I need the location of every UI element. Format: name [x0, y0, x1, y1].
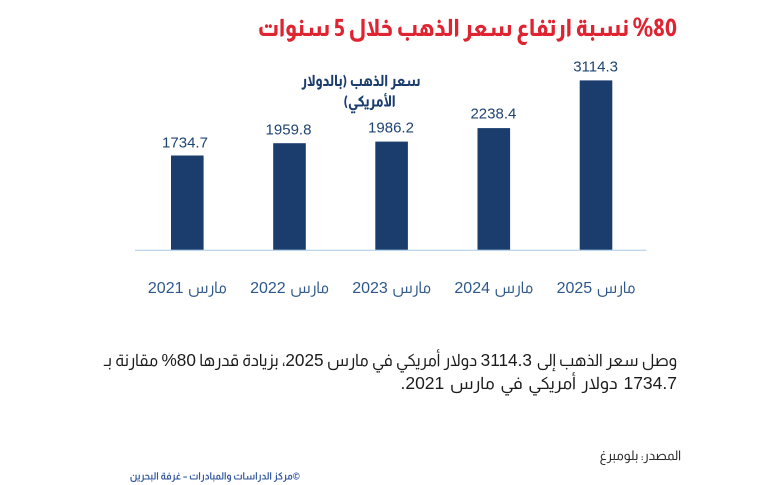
- svg-text:2021: 2021: [148, 280, 184, 297]
- svg-text:2023: 2023: [352, 280, 388, 297]
- svg-text:%: %: [162, 350, 177, 370]
- svg-text:2025: 2025: [285, 350, 323, 370]
- svg-text:3114.3: 3114.3: [573, 58, 618, 75]
- svg-text:1734.7: 1734.7: [623, 373, 677, 393]
- svg-text:3114.3: 3114.3: [481, 350, 532, 370]
- svg-text:.2021: .2021: [400, 373, 444, 393]
- svg-text:1734.7: 1734.7: [162, 135, 208, 152]
- svg-text:1986.2: 1986.2: [368, 119, 414, 136]
- svg-text:2022: 2022: [250, 280, 286, 297]
- svg-text:2025: 2025: [557, 280, 593, 297]
- svg-text:1959.8: 1959.8: [266, 122, 312, 139]
- svg-text:2238.4: 2238.4: [470, 105, 516, 122]
- svg-text:2024: 2024: [454, 280, 490, 297]
- svg-text:80: 80: [177, 350, 196, 370]
